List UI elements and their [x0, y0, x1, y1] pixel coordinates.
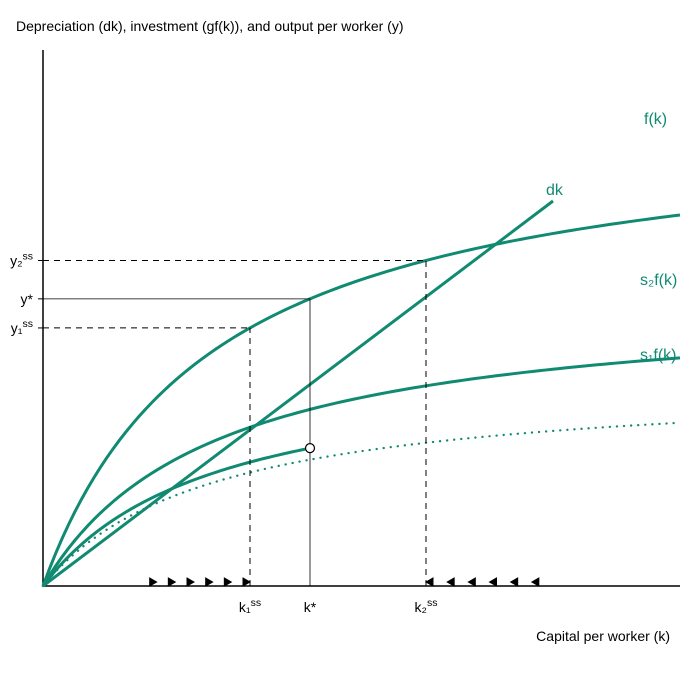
equilibrium-open-circle	[306, 444, 315, 453]
label-ystar: y*	[21, 291, 34, 307]
curve-fk	[43, 215, 680, 586]
arrow-head	[490, 578, 497, 586]
label-k2: k₂ss	[415, 597, 438, 615]
arrow-head	[447, 578, 454, 586]
arrow-head	[511, 578, 518, 586]
label-kstar: k*	[304, 599, 317, 615]
label-dk: dk	[546, 182, 564, 199]
x-axis-label: Capital per worker (k)	[536, 628, 670, 644]
label-y2: y₂ss	[10, 250, 33, 268]
curve-gfk	[43, 448, 310, 586]
curve-s2fk	[43, 358, 680, 586]
arrow-head	[426, 578, 433, 586]
label-y1: y₁ss	[11, 318, 33, 336]
line-dk	[43, 201, 553, 586]
label-s1fk: s₁f(k)	[640, 347, 677, 364]
label-s2fk: s₂f(k)	[640, 272, 677, 289]
arrow-head	[206, 578, 213, 586]
arrow-head	[243, 578, 250, 586]
arrow-head	[532, 578, 539, 586]
arrow-head	[187, 578, 194, 586]
arrow-head	[468, 578, 475, 586]
arrow-head	[168, 578, 175, 586]
y-axis-label: Depreciation (dk), investment (gf(k)), a…	[16, 18, 403, 34]
label-fk: f(k)	[644, 111, 667, 128]
label-k1: k₁ss	[239, 597, 261, 615]
arrow-head	[150, 578, 157, 586]
arrow-head	[224, 578, 231, 586]
